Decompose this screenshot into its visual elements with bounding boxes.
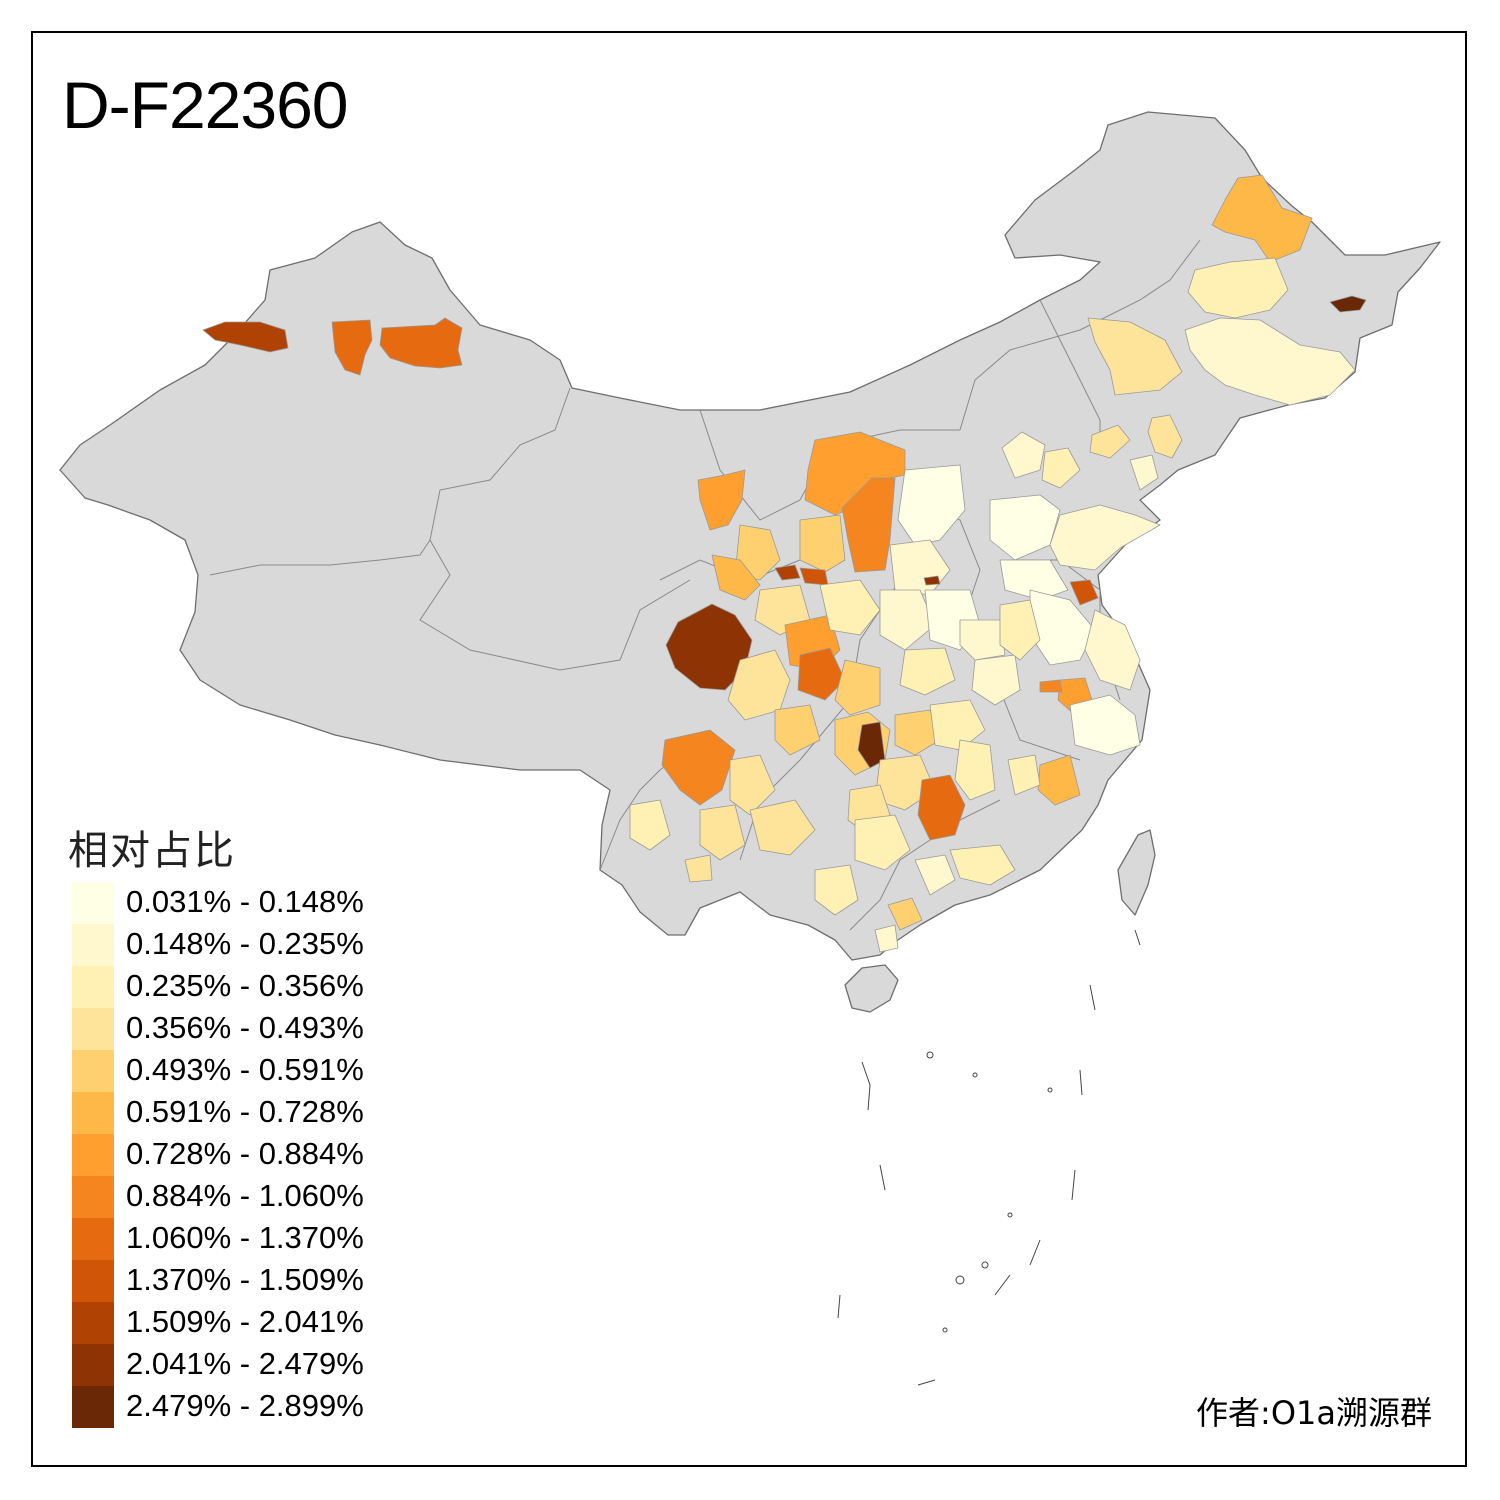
region-yunnan-w	[629, 799, 671, 851]
region-guangxi-n	[854, 814, 911, 871]
region-henan-w	[879, 589, 936, 651]
hainan-island	[844, 964, 899, 1013]
region-ningxia-dark	[774, 564, 801, 581]
legend-label: 0.356% - 0.493%	[126, 1010, 364, 1045]
region-gansu-north	[697, 469, 746, 531]
legend-title: 相对占比	[68, 828, 236, 874]
legend-label: 0.235% - 0.356%	[126, 968, 364, 1003]
legend-label: 0.728% - 0.884%	[126, 1136, 364, 1171]
legend-swatch	[72, 1050, 114, 1092]
region-ln-mid	[1147, 414, 1183, 459]
region-guangxi-w	[814, 864, 859, 916]
region-sichuan-yb	[774, 704, 821, 756]
region-henan-s	[899, 647, 956, 696]
legend-swatch	[72, 882, 114, 924]
region-jiangsu-e	[1084, 609, 1141, 691]
taiwan-island	[1117, 829, 1156, 916]
region-ningxia	[799, 514, 846, 573]
colored-regions	[202, 174, 1367, 953]
region-hlj-mid	[1187, 257, 1289, 319]
region-xj-mid	[331, 319, 373, 376]
legend-label: 1.509% - 2.041%	[126, 1304, 364, 1339]
legend-swatch	[72, 1218, 114, 1260]
region-sichuan-dark	[797, 647, 846, 701]
region-shandong-s	[999, 559, 1069, 601]
region-zhejiang	[1069, 694, 1141, 756]
legend-swatch	[72, 924, 114, 966]
map-title: D-F22360	[62, 68, 348, 142]
region-anhui	[999, 599, 1041, 661]
region-shaanxi-n	[841, 477, 896, 573]
legend-label: 0.884% - 1.060%	[126, 1178, 364, 1213]
region-ln-west	[1089, 424, 1131, 459]
legend-swatch	[72, 1344, 114, 1386]
region-jilin	[1184, 317, 1356, 406]
legend-swatch	[72, 1092, 114, 1134]
region-sichuan-center	[834, 659, 881, 716]
region-hebei-n	[1001, 431, 1046, 479]
region-guizhou	[749, 799, 816, 856]
legend-swatch	[72, 1134, 114, 1176]
region-guangdong-s	[874, 924, 899, 953]
region-guangdong-w	[914, 854, 956, 896]
region-yunnan-c	[699, 804, 746, 861]
legend-swatch	[72, 1302, 114, 1344]
legend-label: 2.479% - 2.899%	[126, 1388, 364, 1423]
south-sea-islands	[837, 929, 1141, 1386]
region-cq-dark	[857, 721, 886, 769]
region-hebei-e	[1041, 447, 1081, 489]
region-henan-e	[959, 619, 1006, 661]
region-hubei-e	[971, 654, 1021, 706]
legend-swatch	[72, 966, 114, 1008]
region-shaanxi-c	[819, 579, 881, 636]
legend-label: 0.493% - 0.591%	[126, 1052, 364, 1087]
region-shandong	[1049, 504, 1161, 571]
region-gansu-s	[711, 554, 761, 601]
region-hubei-w	[894, 709, 941, 756]
region-ln-south	[1129, 454, 1159, 491]
legend-swatch	[72, 1260, 114, 1302]
legend-label: 0.031% - 0.148%	[126, 884, 364, 919]
region-guangdong-c	[949, 844, 1016, 886]
region-guangxi-s	[887, 897, 923, 931]
legend-label: 1.060% - 1.370%	[126, 1220, 364, 1255]
legend-label: 0.148% - 0.235%	[126, 926, 364, 961]
region-xj-east	[379, 317, 463, 369]
region-xj-west	[202, 321, 289, 353]
region-hunan-e	[917, 774, 966, 841]
region-jin-dark	[923, 575, 941, 586]
region-jiangxi-w	[1007, 754, 1041, 796]
region-anhui-s2	[1039, 679, 1063, 693]
region-nm-east	[1087, 317, 1183, 396]
region-sichuan-s	[729, 754, 776, 816]
region-hlj-east	[1329, 295, 1367, 313]
region-hunan-mid	[954, 739, 996, 801]
legend-swatch	[72, 1008, 114, 1050]
region-hubei-mid	[929, 699, 986, 751]
legend-label: 0.591% - 0.728%	[126, 1094, 364, 1129]
author-credit: 作者:O1a溯源群	[1196, 1394, 1432, 1432]
region-yunnan-s	[684, 854, 713, 883]
legend-label: 1.370% - 1.509%	[126, 1262, 364, 1297]
legend-swatch	[72, 1386, 114, 1428]
region-shanxi-w	[897, 464, 966, 546]
legend-label: 2.041% - 2.479%	[126, 1346, 364, 1381]
legend-swatch	[72, 1176, 114, 1218]
region-jiangsu-n	[1069, 579, 1099, 606]
region-sichuan-sw	[661, 729, 736, 806]
